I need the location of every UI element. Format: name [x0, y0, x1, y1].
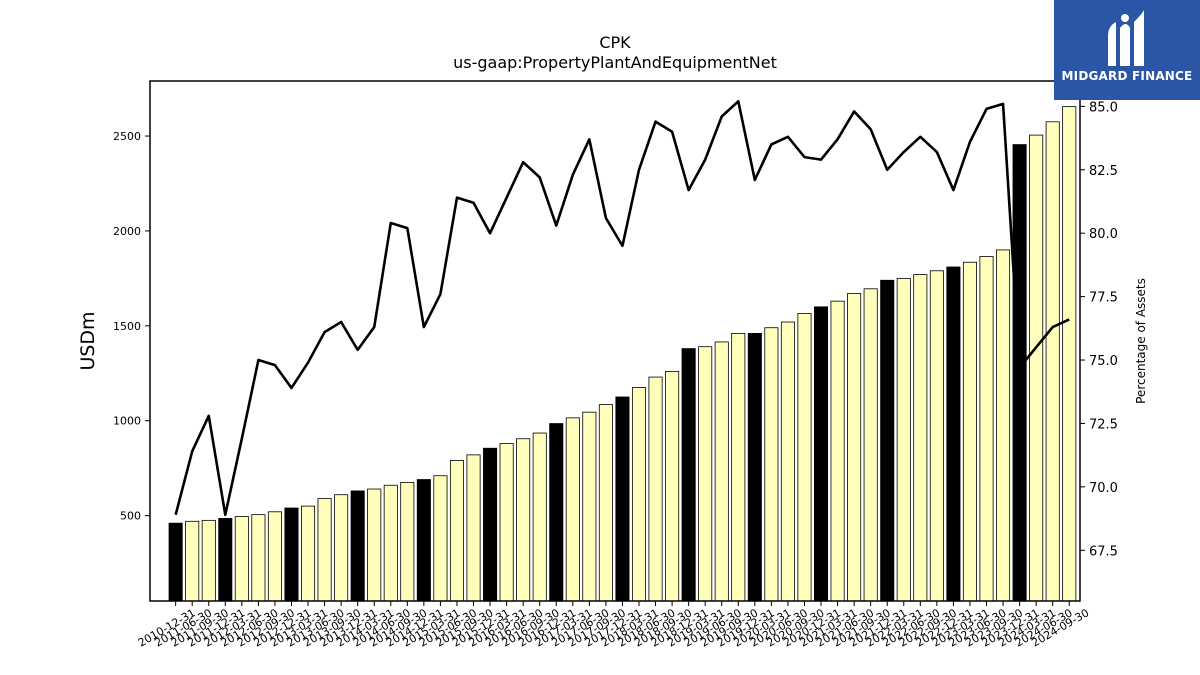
bar-2019-06-30	[731, 333, 746, 602]
pct-assets-line-series	[174, 99, 1070, 517]
bar-2011-06-30	[201, 519, 216, 602]
bar-2018-03-31	[648, 376, 663, 602]
bar-2014-12-31	[433, 475, 448, 602]
axes: 500 1000 1500 2000 2500 67.5 70.0 72.5 75.0 77.5 8…	[113, 80, 1118, 650]
bar-2012-09-30	[284, 507, 299, 602]
bar-2024-03-31	[1045, 121, 1060, 602]
bar-2016-06-30	[532, 432, 547, 602]
chart-subtitle: us-gaap:PropertyPlantAndEquipmentNet	[453, 53, 777, 72]
bar-2012-12-31	[301, 505, 316, 602]
bar-2015-03-31	[449, 460, 464, 602]
y2-tick-label: 72.5	[1089, 417, 1118, 432]
bar-2023-12-31	[1029, 134, 1044, 602]
bar-2020-03-31	[780, 321, 795, 602]
bar-2012-03-31	[251, 514, 266, 602]
bar-2023-03-31	[979, 256, 994, 602]
midgard-logo-icon	[1108, 10, 1144, 66]
bar-2020-12-31	[830, 300, 845, 602]
bar-2023-06-30	[996, 249, 1011, 602]
plot-frame	[149, 80, 1081, 602]
bar-2013-06-30	[334, 494, 349, 602]
bar-2016-03-31	[516, 438, 531, 602]
brand-logo: MIDGARD FINANCE	[1054, 0, 1200, 100]
bar-2017-09-30	[615, 396, 630, 602]
bar-2021-09-30	[880, 279, 895, 602]
chart-title: CPK	[599, 33, 631, 52]
bar-2014-03-31	[383, 484, 398, 602]
bar-2022-06-30	[929, 270, 944, 602]
y2-tick-label: 77.5	[1089, 291, 1118, 306]
y2-tick-label: 70.0	[1089, 481, 1118, 496]
bar-2018-06-30	[665, 370, 680, 602]
bar-2018-09-30	[681, 348, 696, 602]
bar-2011-03-31	[185, 520, 200, 602]
y2-axis-label: Percentage of Assets	[1134, 278, 1148, 404]
bar-2010-12-31	[168, 522, 183, 602]
bar-2017-03-31	[582, 411, 597, 602]
bar-2014-09-30	[416, 479, 431, 602]
y-tick-label: 1500	[113, 320, 141, 333]
bar-2018-12-31	[698, 346, 713, 602]
bar-2013-09-30	[350, 490, 365, 602]
bar-2022-09-30	[946, 266, 961, 602]
y-tick-label: 2000	[113, 225, 141, 238]
y2-tick-label: 85.0	[1089, 100, 1118, 115]
y-tick-label: 500	[120, 510, 141, 523]
bar-2017-12-31	[631, 387, 647, 602]
bar-2014-06-30	[400, 481, 415, 602]
bar-2011-12-31	[234, 516, 249, 602]
bar-2012-06-30	[267, 511, 282, 602]
y-axis-label: USDm	[77, 311, 99, 370]
y2-tick-label: 80.0	[1089, 227, 1118, 242]
bar-2011-09-30	[218, 518, 233, 602]
bar-2016-12-31	[565, 417, 580, 602]
bar-2020-09-30	[814, 306, 829, 602]
y2-tick-label: 82.5	[1089, 164, 1118, 179]
bar-2013-12-31	[367, 488, 382, 602]
bar-2013-03-31	[317, 498, 332, 602]
bar-2019-03-31	[714, 341, 729, 602]
bar-2021-03-31	[847, 293, 862, 602]
pct-assets-line	[174, 99, 1070, 517]
bar-2020-06-30	[797, 313, 812, 602]
y-tick-label: 1000	[113, 415, 141, 428]
bar-2015-12-31	[499, 443, 514, 602]
y2-tick-label: 67.5	[1089, 544, 1118, 559]
bar-2022-03-31	[913, 274, 928, 602]
y-tick-label: 2500	[113, 130, 141, 143]
bar-2019-12-31	[764, 327, 779, 602]
bar-2015-06-30	[466, 454, 481, 602]
brand-name: MIDGARD FINANCE	[1061, 69, 1193, 83]
y2-tick-label: 75.0	[1089, 354, 1118, 369]
bar-2023-09-30	[1012, 144, 1027, 602]
bar-2024-06-30	[1062, 106, 1077, 602]
bar-2016-09-30	[549, 423, 564, 602]
bar-2022-12-31	[962, 261, 977, 602]
bar-2021-06-30	[863, 288, 878, 602]
bar-2017-06-30	[598, 404, 613, 602]
bar-2019-09-30	[747, 333, 762, 602]
bar-2015-09-30	[483, 447, 498, 602]
bar-series	[168, 106, 1077, 602]
bar-2021-12-31	[896, 277, 911, 602]
